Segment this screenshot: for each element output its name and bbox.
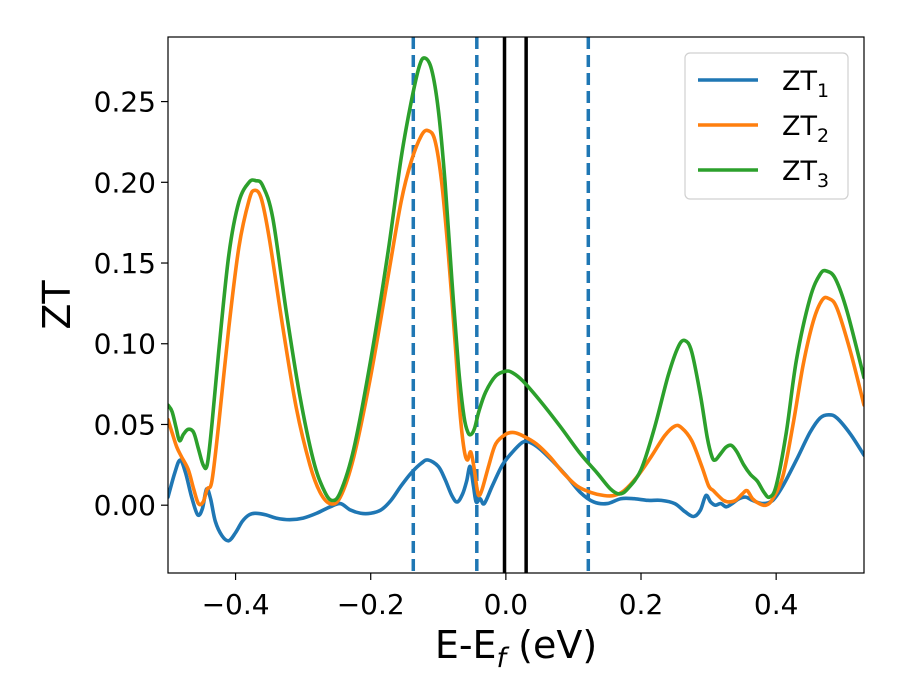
series-line-zt1 [168, 412, 864, 543]
x-tick-label: 0.0 [484, 588, 529, 621]
x-axis-label: E-Ef (eV) [435, 623, 597, 674]
series-line-zt2 [168, 128, 864, 508]
y-tick-label: 0.05 [94, 408, 156, 441]
legend-label: ZT1 [782, 66, 829, 102]
series-line-zt3 [168, 56, 864, 503]
reference-lines [411, 37, 591, 573]
legend-box [684, 52, 849, 200]
x-tick-label: −0.4 [202, 588, 270, 621]
x-tick-label: 0.2 [619, 588, 664, 621]
y-tick-label: 0.00 [94, 489, 156, 522]
legend-item-zt2: ZT2 [698, 111, 829, 147]
legend-item-zt3: ZT3 [698, 156, 829, 192]
y-tick-label: 0.25 [94, 86, 156, 119]
x-tick-label: −0.2 [337, 588, 405, 621]
legend-label: ZT2 [782, 111, 829, 147]
y-tick-label: 0.20 [94, 166, 156, 199]
y-tick-label: 0.15 [94, 247, 156, 280]
y-axis-ticks: 0.00 0.05 0.10 0.15 0.20 0.25 [94, 86, 168, 522]
x-tick-label: 0.4 [754, 588, 799, 621]
legend-item-zt1: ZT1 [698, 66, 829, 102]
legend-label: ZT3 [782, 156, 829, 192]
x-axis-ticks: −0.4 −0.2 0.0 0.2 0.4 [202, 573, 799, 621]
legend: ZT1 ZT2 ZT3 [684, 52, 849, 200]
y-axis-label: ZT [35, 280, 79, 330]
y-tick-label: 0.10 [94, 328, 156, 361]
plot-frame [167, 36, 865, 574]
series-lines [168, 56, 864, 543]
